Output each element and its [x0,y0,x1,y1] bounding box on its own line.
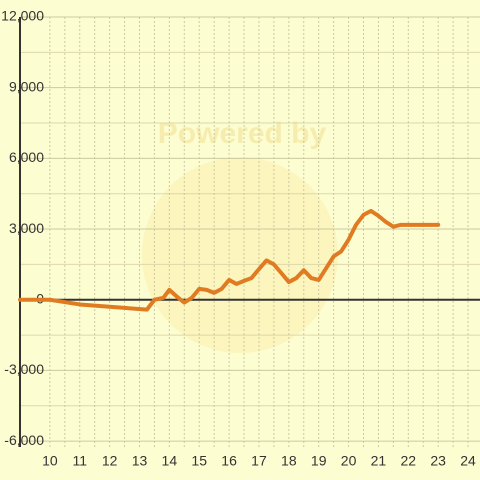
x-tick-label: 24 [460,453,476,469]
x-tick-label: 10 [42,453,58,469]
y-tick-label: 12,000 [1,8,44,24]
y-tick-label: -3,000 [4,361,44,377]
x-tick-label: 18 [281,453,297,469]
x-tick-label: 23 [430,453,446,469]
y-tick-label: 6,000 [9,149,44,165]
x-tick-label: 17 [251,453,267,469]
x-tick-label: 16 [221,453,237,469]
x-tick-label: 20 [341,453,357,469]
y-tick-label: 3,000 [9,220,44,236]
x-tick-label: 15 [191,453,207,469]
y-tick-label: 9,000 [9,78,44,94]
watermark: Powered by [158,117,327,150]
x-tick-label: 14 [162,453,178,469]
y-tick-label: -6,000 [4,432,44,448]
x-tick-label: 21 [371,453,387,469]
x-tick-label: 12 [102,453,118,469]
line [18,208,441,312]
x-tick-label: 11 [72,453,87,469]
x-tick-label: 22 [401,453,417,469]
watermark-logo [142,157,338,353]
x-tick-label: 13 [132,453,148,469]
x-tick-label: 19 [311,453,327,469]
